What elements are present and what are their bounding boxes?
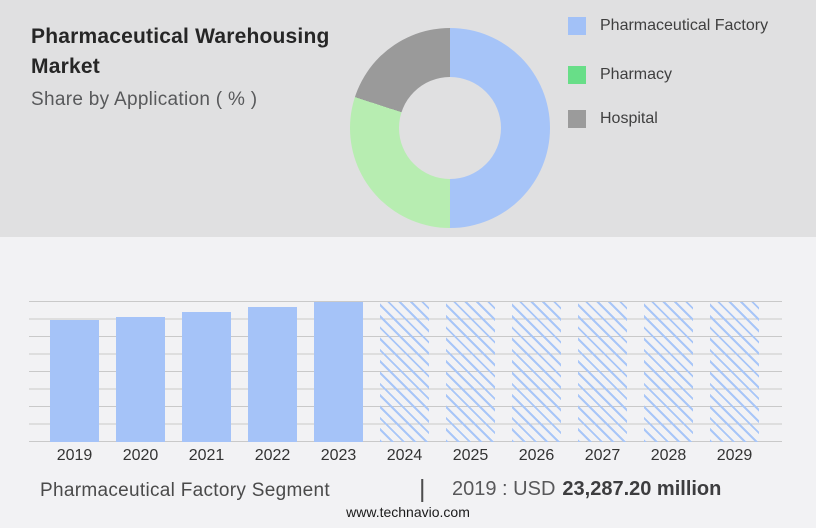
- chart-subtitle: Share by Application ( % ): [31, 89, 258, 110]
- legend-swatch-blue-icon: [568, 17, 586, 35]
- x-axis-label-2019: 2019: [56, 447, 93, 464]
- x-axis-label-2023: 2023: [320, 447, 357, 464]
- bar-chart-section: Pharmaceutical Factory Segment | 2019 : …: [0, 237, 816, 528]
- x-axis-label-2020: 2020: [122, 447, 159, 464]
- bar-2029: [710, 302, 759, 442]
- page-title-line-1: Pharmaceutical Warehousing: [31, 25, 330, 48]
- legend-item-pharmacy: Pharmacy: [568, 66, 768, 84]
- bar-2021: [182, 311, 231, 442]
- value-annotation: 2019 : USD 23,287.20 million: [452, 478, 721, 501]
- x-axis-label-2024: 2024: [386, 447, 423, 464]
- title-block: Pharmaceutical Warehousing Market Share …: [31, 22, 351, 111]
- donut-chart: [350, 28, 550, 228]
- legend-label: Pharmacy: [600, 66, 673, 83]
- legend-label: Pharmaceutical Factory: [600, 17, 769, 34]
- legend-swatch-gray-icon: [568, 110, 586, 128]
- page-title-line-2: Market: [31, 55, 100, 78]
- x-axis-label-2021: 2021: [188, 447, 225, 464]
- separator-bar: |: [419, 475, 426, 503]
- website-link: www.technavio.com: [346, 504, 470, 520]
- header-section: Pharmaceutical Warehousing Market Share …: [0, 0, 816, 237]
- value-amount: 23,287.20 million: [562, 478, 722, 500]
- bar-2023: [314, 302, 363, 442]
- bar-2024: [380, 302, 429, 442]
- chart-legend: Pharmaceutical Factory Pharmacy Hospital: [568, 17, 768, 128]
- bar-2019: [50, 320, 99, 442]
- bar-2022: [248, 306, 297, 442]
- x-axis-label-2022: 2022: [254, 447, 291, 464]
- legend-label: Hospital: [600, 110, 658, 127]
- x-axis-label-2028: 2028: [650, 447, 687, 464]
- bar-2026: [512, 302, 561, 442]
- legend-item-hospital: Hospital: [568, 110, 768, 128]
- x-axis-label-2025: 2025: [452, 447, 489, 464]
- bar-2028: [644, 302, 693, 442]
- bar-chart: [29, 301, 782, 442]
- bar-2020: [116, 316, 165, 442]
- value-prefix: 2019 : USD: [452, 478, 556, 500]
- legend-item-pharmaceutical-factory: Pharmaceutical Factory: [568, 17, 768, 35]
- bar-2025: [446, 302, 495, 442]
- x-axis-label-2027: 2027: [584, 447, 621, 464]
- donut-hole: [399, 77, 501, 179]
- legend-swatch-green-icon: [568, 66, 586, 84]
- x-axis-label-2026: 2026: [518, 447, 555, 464]
- x-axis-label-2029: 2029: [716, 447, 753, 464]
- segment-label: Pharmaceutical Factory Segment: [40, 480, 330, 501]
- bar-2027: [578, 302, 627, 442]
